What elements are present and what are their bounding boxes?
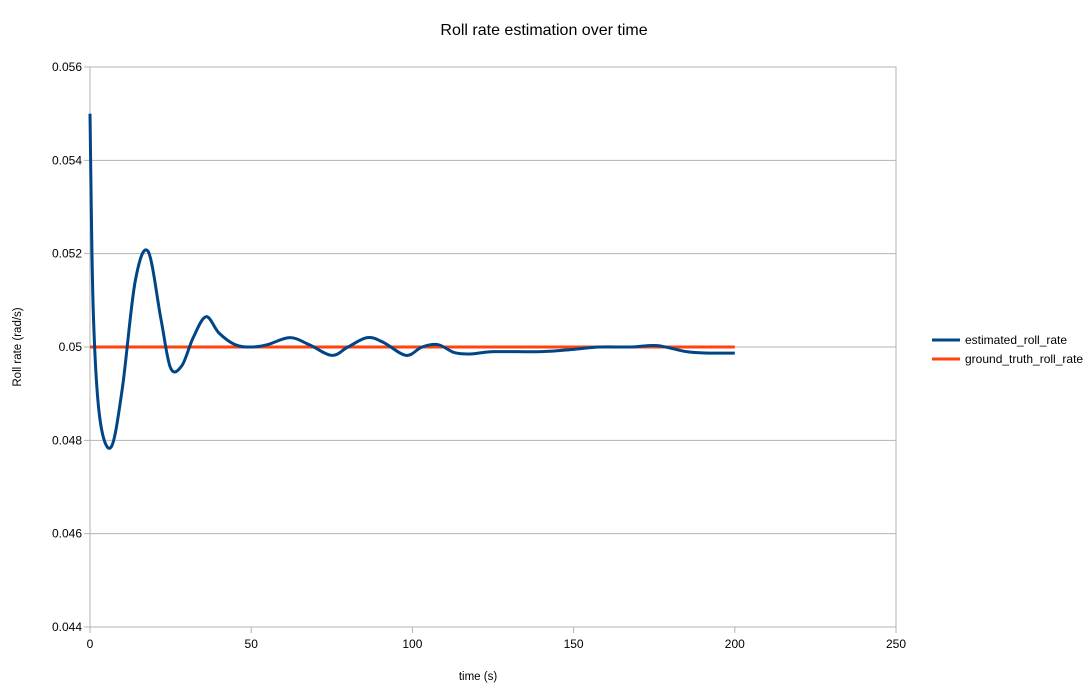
x-tick-label: 200 [725, 637, 745, 651]
legend-label: ground_truth_roll_rate [965, 352, 1083, 366]
series-lines [88, 113, 735, 450]
y-tick-label: 0.044 [52, 620, 82, 634]
y-tick-label: 0.046 [52, 527, 82, 541]
y-tick-label: 0.054 [52, 153, 82, 167]
y-tick-label: 0.052 [52, 247, 82, 261]
x-tick-label: 250 [886, 637, 906, 651]
x-tick-label: 0 [87, 637, 94, 651]
x-axis-ticks: 0 50 100 150 200 250 [87, 627, 906, 651]
y-axis-title: Roll rate (rad/s) [12, 307, 24, 386]
x-tick-label: 50 [245, 637, 259, 651]
y-tick-label: 0.056 [52, 60, 82, 74]
legend: estimated_roll_rate ground_truth_roll_rat… [932, 333, 1083, 366]
x-tick-label: 150 [564, 637, 584, 651]
x-axis-title: time (s) [459, 671, 498, 683]
legend-label: estimated_roll_rate [965, 333, 1067, 347]
series-line-estimated-roll-rate [88, 113, 735, 450]
y-tick-label: 0.048 [52, 433, 82, 447]
y-axis-ticks: 0.044 0.046 0.048 0.05 0.052 0.054 0.056 [52, 60, 82, 634]
y-tick-label: 0.05 [59, 340, 83, 354]
chart-title: Roll rate estimation over time [440, 22, 647, 39]
x-tick-label: 100 [402, 637, 422, 651]
